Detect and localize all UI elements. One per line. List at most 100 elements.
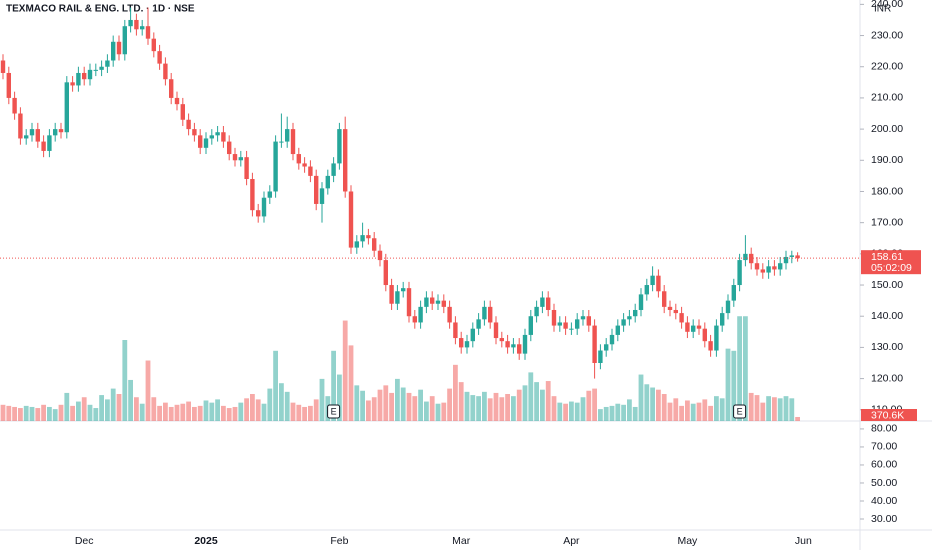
volume-bar [400,387,406,421]
volume-bar [464,391,470,421]
volume-bar [754,395,760,421]
volume-bar [163,402,168,421]
y-tick-label: 220.00 [871,61,903,73]
volume-bar [667,402,673,421]
y-tick-label: 120.00 [871,372,903,384]
x-tick-label: 2025 [194,535,218,547]
candle-body [685,322,690,332]
candle-body [6,72,11,98]
volume-bar [168,406,174,421]
volume-bar [766,396,771,421]
volume-bar [302,406,307,421]
volume-bar [534,382,539,421]
candle-body [151,38,156,52]
candle-body [273,141,278,192]
candle-body [279,141,284,143]
y2-tick-label: 30.00 [871,513,897,525]
volume-bar [476,396,481,421]
volume-bar [180,403,186,421]
candle-body [256,210,261,217]
volume-bar [116,394,122,421]
y-tick-label: 190.00 [871,154,903,166]
candle-body [795,255,800,259]
volume-bar [545,381,551,421]
candle-body [575,319,580,329]
candle-body [192,129,197,136]
candle-body [435,300,441,304]
candle-body [708,341,713,351]
candle-body [227,141,232,155]
volume-bar [441,402,447,421]
candle-body [453,322,458,339]
y-tick-label: 180.00 [871,185,903,197]
x-tick-label: Dec [75,535,94,547]
volume-bar [35,408,41,421]
volume-bar [615,403,621,421]
candle-body [430,297,435,304]
volume-bar [64,392,70,421]
volume-bar [458,382,464,421]
y-tick-label: 170.00 [871,216,903,228]
volume-bar [777,398,783,421]
volume-bar [99,395,104,421]
volume-bar [598,409,603,421]
last-price-label: 158.61 [871,251,903,263]
volume-bar [429,396,435,421]
volume-bar [621,404,626,421]
volume-bar [0,404,6,421]
y-tick-label: 210.00 [871,92,903,104]
candle-body [163,63,168,80]
volume-bar [702,399,708,421]
volume-bar [41,404,46,421]
candle-body [546,297,551,310]
candle-body [528,316,533,335]
candle-body [592,325,597,363]
volume-bar [105,399,110,421]
volume-bar [81,397,87,421]
volume-bar [511,396,516,421]
volume-bar [12,406,17,421]
volume-bar [656,389,661,421]
earnings-label: E [331,406,337,416]
volume-bar [134,397,139,421]
volume-bar [470,395,476,421]
candle-body [621,319,626,326]
volume-bar [110,388,116,421]
candle-body [638,294,644,310]
volume-bar [580,397,586,421]
candle-body [493,322,499,339]
candle-body [656,275,661,292]
volume-bar [447,388,452,421]
candle-body [778,263,783,270]
candle-body [99,66,104,70]
volume-bar [644,384,650,421]
candle-body [157,51,162,64]
candle-body [754,263,760,270]
candle-body [760,269,765,273]
candle-body [41,141,46,151]
volume-bar [714,396,719,421]
volume-bar [540,389,545,421]
candle-body [285,129,290,142]
candle-body [511,344,516,348]
volume-bar [505,394,510,421]
candle-body [29,129,35,136]
candle-body [319,188,325,204]
volume-bar [6,405,12,421]
candle-body [412,316,417,323]
candle-body [105,60,110,67]
candle-body [406,288,412,317]
candle-body [93,69,98,71]
candle-body [35,129,40,142]
candle-body [441,300,446,307]
volume-bar [226,408,232,421]
x-tick-label: May [677,535,698,547]
candle-body [725,300,731,314]
candle-body [627,316,632,320]
candle-body [731,285,736,301]
candle-body [737,260,742,286]
candle-body [47,135,52,151]
candle-body [244,157,249,180]
candle-body [488,306,493,323]
